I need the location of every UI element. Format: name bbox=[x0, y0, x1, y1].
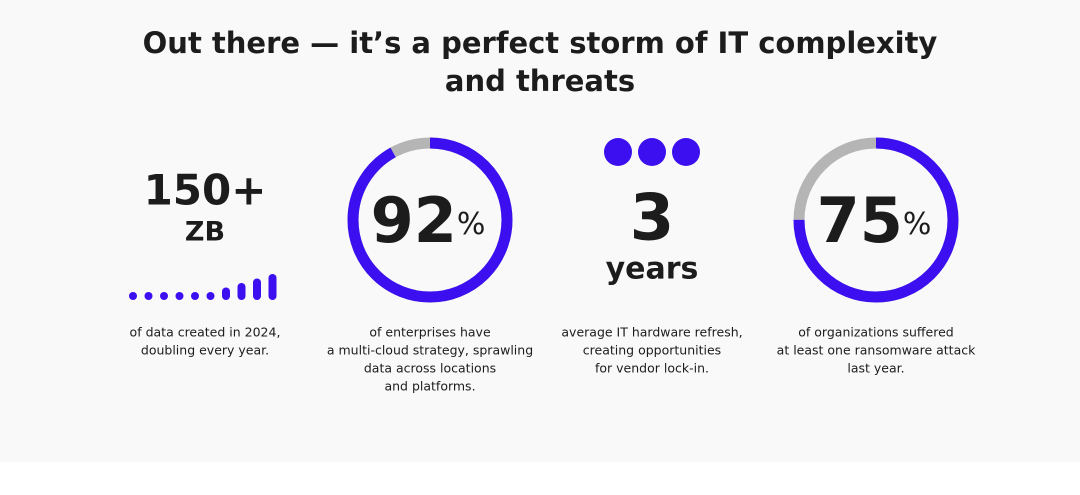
stat-value: 75% bbox=[817, 184, 932, 257]
stat-value: 92% bbox=[371, 184, 486, 257]
bar-decor bbox=[144, 292, 153, 300]
caption: of data created in 2024, bbox=[130, 325, 281, 340]
value: 75 bbox=[817, 184, 903, 257]
bar-decor bbox=[129, 292, 137, 300]
title: Out there — it’s a perfect storm of IT c… bbox=[143, 26, 938, 60]
dot bbox=[672, 138, 700, 166]
caption: data across locations bbox=[364, 361, 496, 376]
bar-decor bbox=[175, 292, 184, 300]
unit: % bbox=[903, 207, 932, 242]
stat-value: 3 bbox=[630, 182, 675, 256]
caption: at least one ransomware attack bbox=[777, 343, 976, 358]
bar-decor bbox=[191, 292, 199, 300]
caption: doubling every year. bbox=[141, 343, 269, 358]
stat-unit: years bbox=[606, 252, 699, 287]
stat-unit: ZB bbox=[185, 217, 225, 248]
bar-decor bbox=[222, 287, 230, 300]
bar-decor bbox=[253, 278, 261, 300]
dot bbox=[638, 138, 666, 166]
stat-value: 150+ bbox=[144, 166, 267, 215]
ring-fill bbox=[347, 137, 513, 303]
caption: a multi-cloud strategy, sprawling bbox=[327, 343, 533, 358]
caption: of organizations suffered bbox=[798, 325, 953, 340]
value: 92 bbox=[371, 184, 457, 257]
dot bbox=[604, 138, 632, 166]
bar-decor bbox=[206, 292, 215, 300]
bar-decor bbox=[160, 292, 168, 300]
bar-decor bbox=[237, 283, 246, 300]
caption: and platforms. bbox=[384, 379, 475, 394]
caption: for vendor lock-in. bbox=[595, 361, 709, 376]
unit: % bbox=[457, 207, 486, 242]
bar-decor bbox=[268, 274, 277, 300]
caption: average IT hardware refresh, bbox=[561, 325, 742, 340]
caption: last year. bbox=[847, 361, 904, 376]
ring-fill bbox=[793, 137, 959, 303]
caption: creating opportunities bbox=[583, 343, 721, 358]
background bbox=[0, 0, 1080, 462]
decor bbox=[129, 138, 700, 300]
title: and threats bbox=[445, 64, 635, 98]
caption: of enterprises have bbox=[369, 325, 491, 340]
